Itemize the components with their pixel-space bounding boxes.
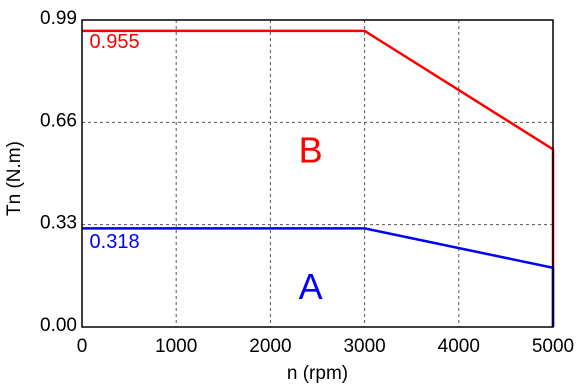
x-tick-label: 2000 <box>249 336 291 357</box>
y-tick-label: 0.33 <box>40 213 77 234</box>
y-tick-label: 0.99 <box>40 8 77 29</box>
y-axis-label: Tn (N.m) <box>4 141 25 216</box>
tick-labels: 0 1000 2000 3000 4000 5000 0.00 0.33 0.66 0.99 <box>40 8 574 357</box>
plot-frame <box>81 19 554 328</box>
x-axis-label: n (rpm) <box>287 363 348 384</box>
annotation-a-label: A <box>299 266 323 307</box>
annotations: 0.955 B 0.318 A <box>90 31 323 307</box>
annotation-b-value: 0.955 <box>90 31 140 53</box>
x-tick-label: 3000 <box>343 336 385 357</box>
x-tick-label: 4000 <box>438 336 480 357</box>
annotation-b-label: B <box>299 130 323 171</box>
x-tick-label: 5000 <box>532 336 574 357</box>
x-tick-label: 0 <box>77 336 88 357</box>
y-tick-label: 0.66 <box>40 110 77 131</box>
y-tick-label: 0.00 <box>40 315 77 336</box>
x-tick-label: 1000 <box>155 336 197 357</box>
annotation-a-value: 0.318 <box>90 231 140 253</box>
